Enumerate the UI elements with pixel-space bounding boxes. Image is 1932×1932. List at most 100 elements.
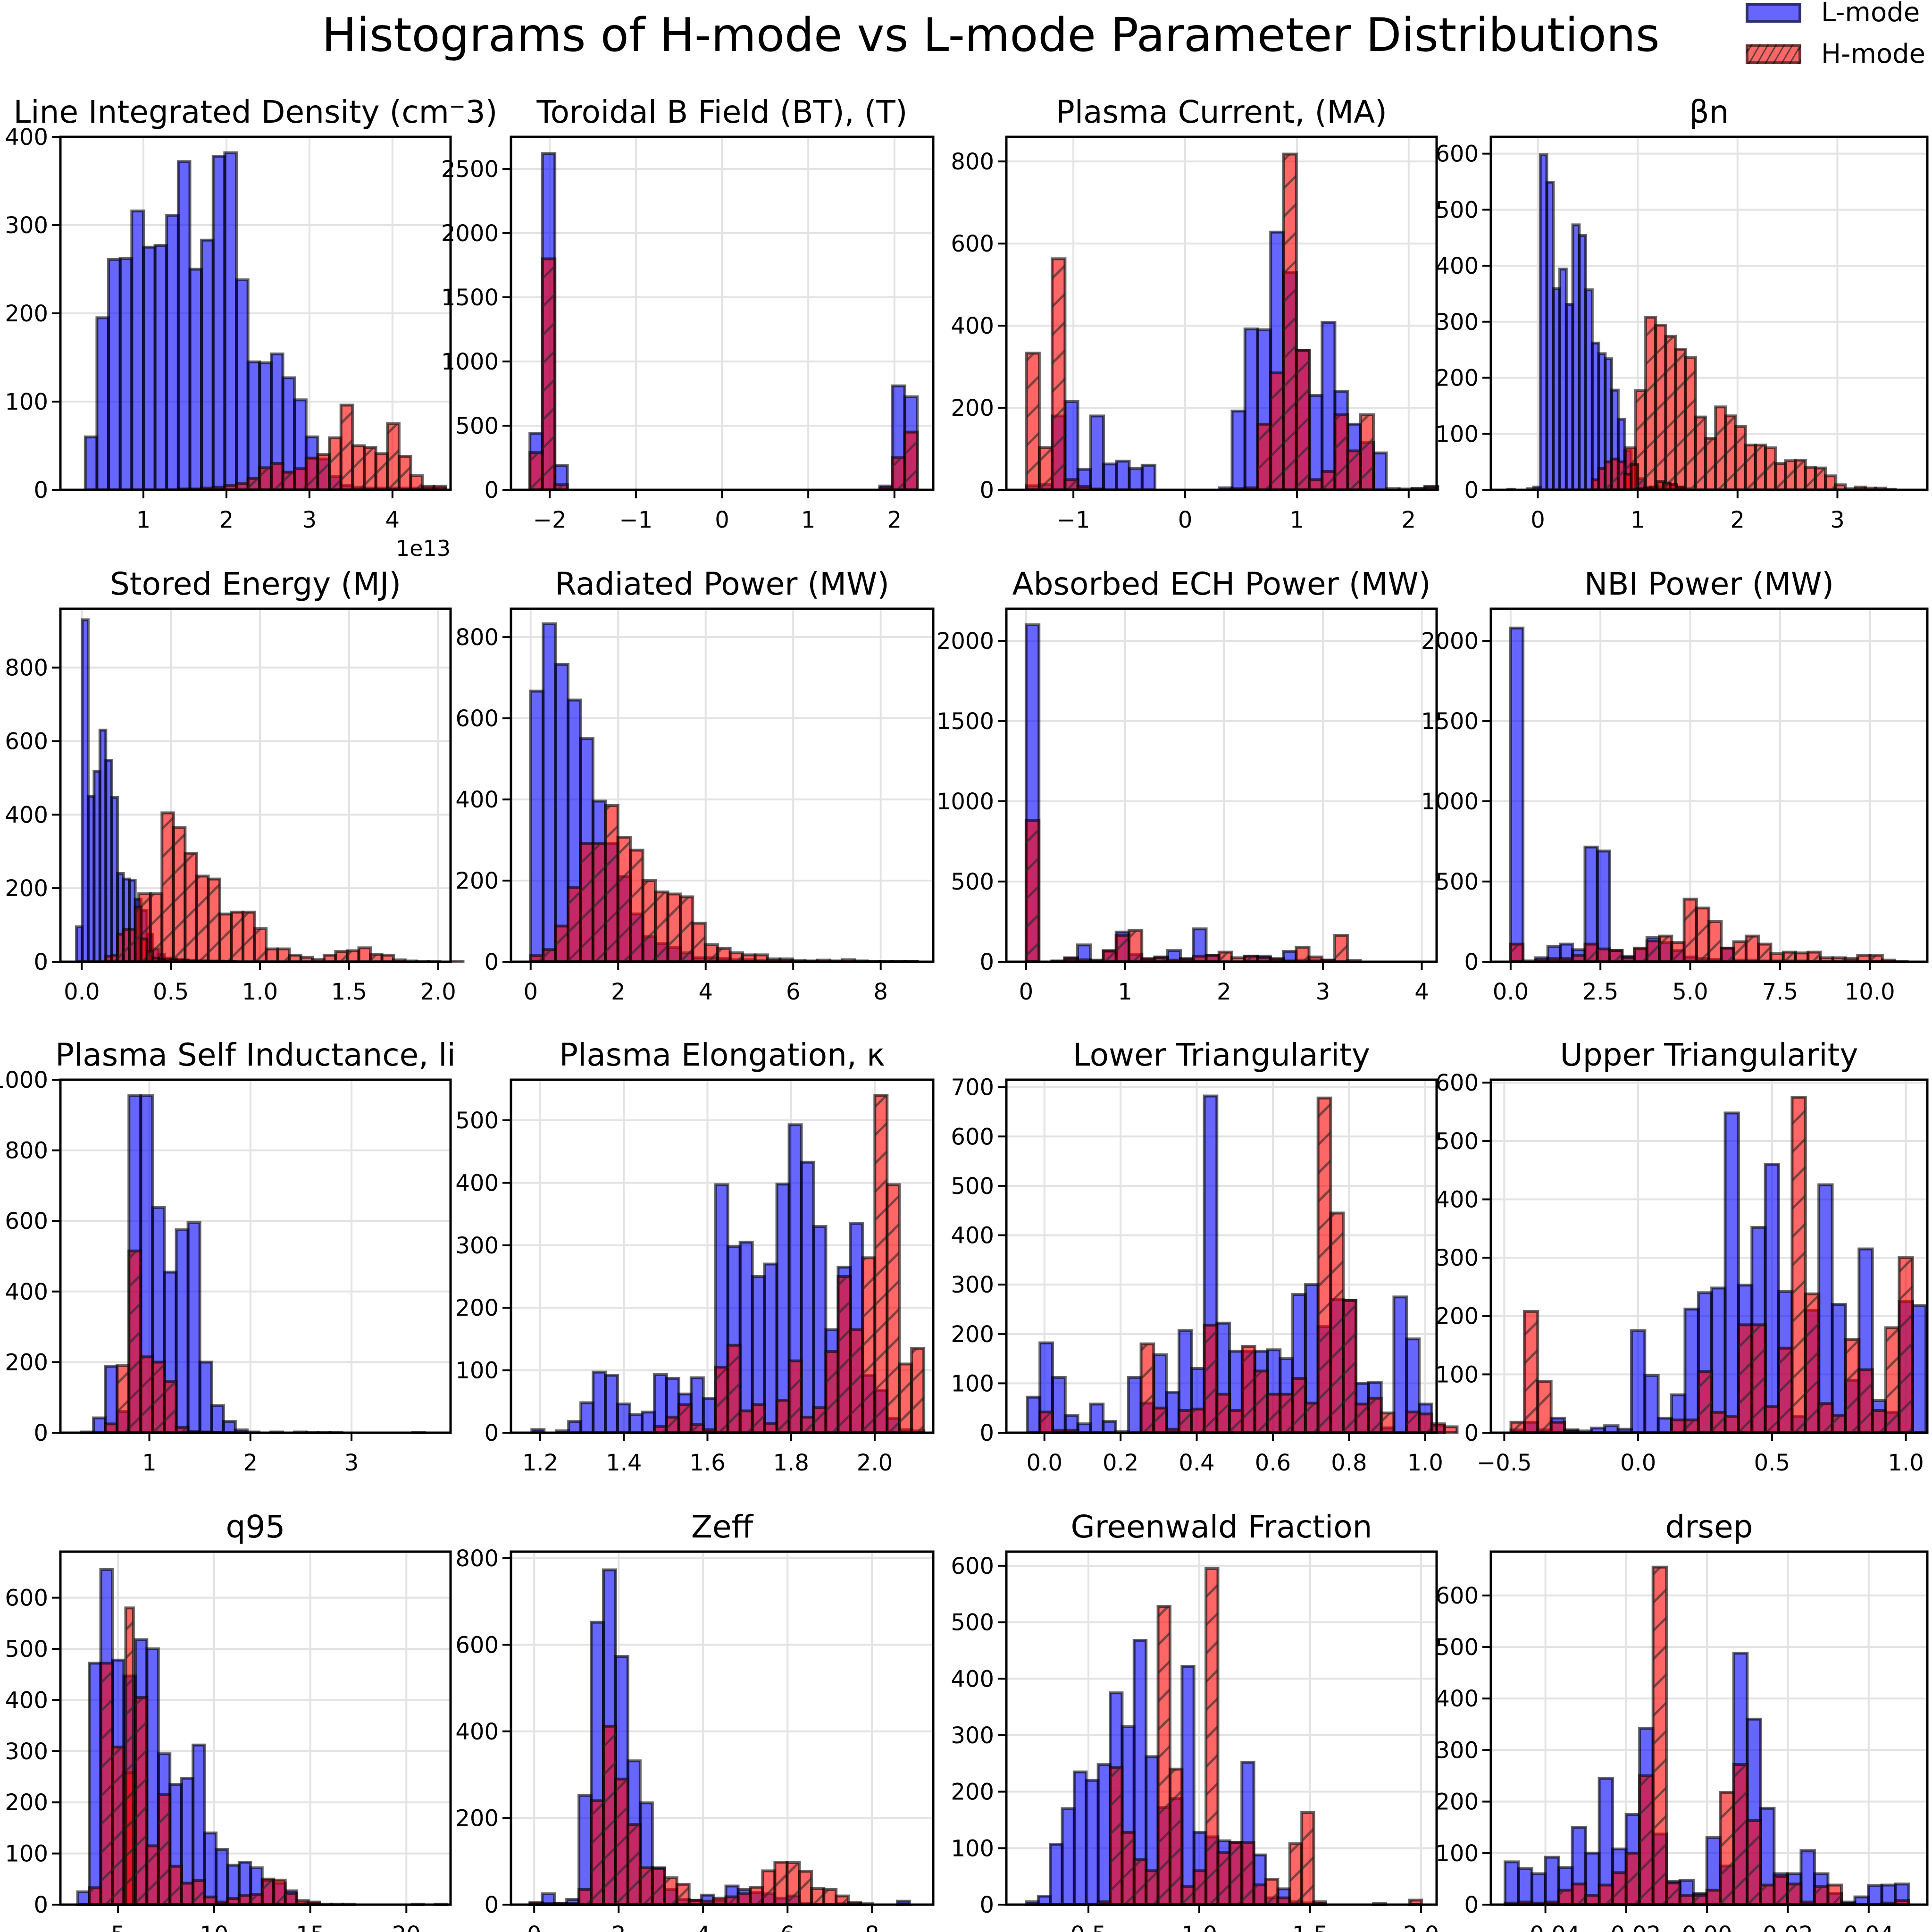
l-mode-bar bbox=[640, 1411, 656, 1435]
y-tick-label: 600 bbox=[5, 1585, 48, 1612]
h-mode-bar-hatch bbox=[239, 1895, 251, 1905]
l-mode-bar bbox=[1392, 1295, 1408, 1434]
h-mode-bar-hatch bbox=[1142, 958, 1155, 962]
axes-frame bbox=[59, 607, 452, 963]
h-mode-bar-hatch bbox=[173, 827, 185, 962]
h-mode-bar-hatch bbox=[1419, 1414, 1432, 1433]
h-mode-bar-hatch bbox=[1266, 1879, 1278, 1905]
h-mode-bar-hatch bbox=[1733, 1764, 1748, 1905]
h-mode-bar-hatch bbox=[1283, 154, 1296, 490]
y-tick-label: 1000 bbox=[0, 1067, 48, 1093]
h-mode-bar-hatch bbox=[399, 456, 411, 490]
h-mode-bar-hatch bbox=[767, 958, 780, 962]
h-mode-bar-hatch bbox=[1110, 1767, 1122, 1905]
axes-frame bbox=[510, 1078, 935, 1434]
y-tick-label: 200 bbox=[1435, 1789, 1479, 1815]
h-mode-bar-hatch bbox=[227, 1898, 239, 1905]
subplot-15: 0.5 1.0 1.5 2.0 0 100 200 300 400 500 600 Greenwald… bbox=[951, 1509, 1439, 1932]
axes-frame bbox=[1489, 607, 1929, 963]
h-mode-bar-hatch bbox=[1706, 438, 1716, 490]
subplot-1: 1 2 3 4 0 100 200 300 400 1e13 Line Integrated Den… bbox=[5, 94, 497, 561]
y-tick-label: 0 bbox=[1464, 949, 1479, 975]
legend-label-l-mode: L-mode bbox=[1821, 0, 1920, 28]
h-mode-bar-hatch bbox=[181, 1883, 193, 1905]
h-mode-bar-hatch bbox=[1752, 1325, 1765, 1433]
h-mode-bar-hatch bbox=[248, 478, 260, 490]
x-tick-label: 2 bbox=[1731, 507, 1745, 533]
h-mode-bar-hatch bbox=[705, 944, 718, 962]
h-mode-bar-hatch bbox=[1899, 1258, 1913, 1433]
l-mode-bar bbox=[1049, 1842, 1064, 1906]
h-mode-bar-hatch bbox=[655, 892, 668, 962]
h-mode-bar-hatch bbox=[1180, 959, 1194, 962]
x-tick-label: 0 bbox=[715, 507, 729, 533]
h-mode-bar-hatch bbox=[294, 469, 306, 490]
y-tick-label: 1000 bbox=[441, 349, 499, 375]
y-tick-label: 200 bbox=[951, 395, 994, 421]
l-mode-bar bbox=[1817, 1183, 1834, 1434]
l-mode-bar bbox=[153, 244, 168, 491]
x-offset-label: 1e13 bbox=[396, 536, 451, 561]
h-mode-bar-hatch bbox=[1510, 944, 1523, 962]
y-tick-label: 0 bbox=[33, 1420, 48, 1446]
y-tick-label: 300 bbox=[5, 1739, 48, 1765]
h-mode-bar-hatch bbox=[1785, 461, 1796, 490]
x-tick-label: 1 bbox=[1290, 507, 1305, 533]
h-mode-bar-hatch bbox=[1760, 1885, 1774, 1905]
x-tick-label: 3 bbox=[302, 507, 317, 533]
l-mode-bar bbox=[1509, 626, 1525, 964]
h-mode-bar-hatch bbox=[135, 1697, 147, 1905]
y-tick-label: 1500 bbox=[937, 708, 994, 735]
axes-frame bbox=[1005, 1078, 1438, 1434]
h-mode-bar-hatch bbox=[664, 1878, 677, 1905]
h-mode-bar-hatch bbox=[1545, 1902, 1559, 1905]
x-tick-label: 0 bbox=[1531, 507, 1545, 533]
h-mode-bar-hatch bbox=[530, 956, 544, 962]
h-mode-bar-hatch bbox=[752, 1404, 765, 1433]
y-tick-label: 100 bbox=[951, 1370, 994, 1397]
h-mode-bar-hatch bbox=[283, 472, 295, 490]
h-mode-bar-hatch bbox=[678, 1404, 691, 1433]
l-mode-bar bbox=[1230, 410, 1246, 491]
l-mode-bar bbox=[203, 1831, 217, 1907]
y-tick-label: 400 bbox=[1435, 1686, 1479, 1712]
subplot-11: 0.0 0.2 0.4 0.6 0.8 1.0 0 100 200 300 400 500 600 700… bbox=[951, 1037, 1459, 1476]
y-tick-label: 2000 bbox=[937, 628, 994, 655]
h-mode-bar-hatch bbox=[152, 958, 159, 962]
x-tick-label: 1.0 bbox=[1888, 1450, 1924, 1476]
h-mode-bar-hatch bbox=[106, 956, 112, 962]
h-mode-bar-hatch bbox=[1254, 1885, 1266, 1905]
y-tick-label: 600 bbox=[5, 729, 48, 755]
l-mode-bar bbox=[652, 1373, 668, 1435]
l-mode-bar bbox=[186, 1221, 201, 1434]
l-mode-bar bbox=[88, 1662, 102, 1907]
y-tick-label: 500 bbox=[951, 869, 994, 895]
y-tick-label: 800 bbox=[951, 149, 994, 175]
h-mode-bar-hatch bbox=[1343, 1300, 1356, 1433]
y-tick-label: 400 bbox=[5, 124, 48, 151]
y-tick-label: 800 bbox=[455, 624, 499, 651]
h-mode-bar-hatch bbox=[654, 1426, 667, 1433]
subplot-3: −1 0 1 2 0 200 400 600 800 Plasma Current, (MA) bbox=[951, 94, 1439, 533]
h-mode-bar-hatch bbox=[1859, 1369, 1873, 1433]
h-mode-bar-hatch bbox=[1347, 451, 1361, 490]
y-tick-label: 400 bbox=[951, 1223, 994, 1249]
h-mode-bar-hatch bbox=[1289, 1843, 1302, 1905]
h-mode-bar-hatch bbox=[289, 955, 301, 962]
h-mode-bar-hatch bbox=[1665, 336, 1676, 490]
y-tick-label: 200 bbox=[1435, 1303, 1479, 1330]
x-tick-label: 1 bbox=[136, 507, 151, 533]
subplot-2: −2 −1 0 1 2 0 500 1000 1500 2000 2500 Toroidal B Fi… bbox=[441, 94, 935, 533]
x-tick-label: 2.0 bbox=[420, 979, 456, 1005]
h-mode-bar-hatch bbox=[208, 879, 220, 962]
x-tick-label: 1.5 bbox=[331, 979, 367, 1005]
y-tick-label: 200 bbox=[455, 1295, 499, 1321]
subplot-6: 0 2 4 6 8 0 200 400 600 800 Radiated Power (MW) bbox=[455, 566, 935, 1005]
h-mode-bar-hatch bbox=[1305, 1403, 1318, 1433]
axes-frame bbox=[510, 607, 935, 963]
h-mode-bar-hatch bbox=[1242, 1346, 1255, 1433]
h-mode-bar-hatch bbox=[1296, 947, 1309, 962]
l-mode-bar bbox=[616, 1403, 632, 1434]
h-mode-bar-hatch bbox=[862, 1258, 875, 1433]
